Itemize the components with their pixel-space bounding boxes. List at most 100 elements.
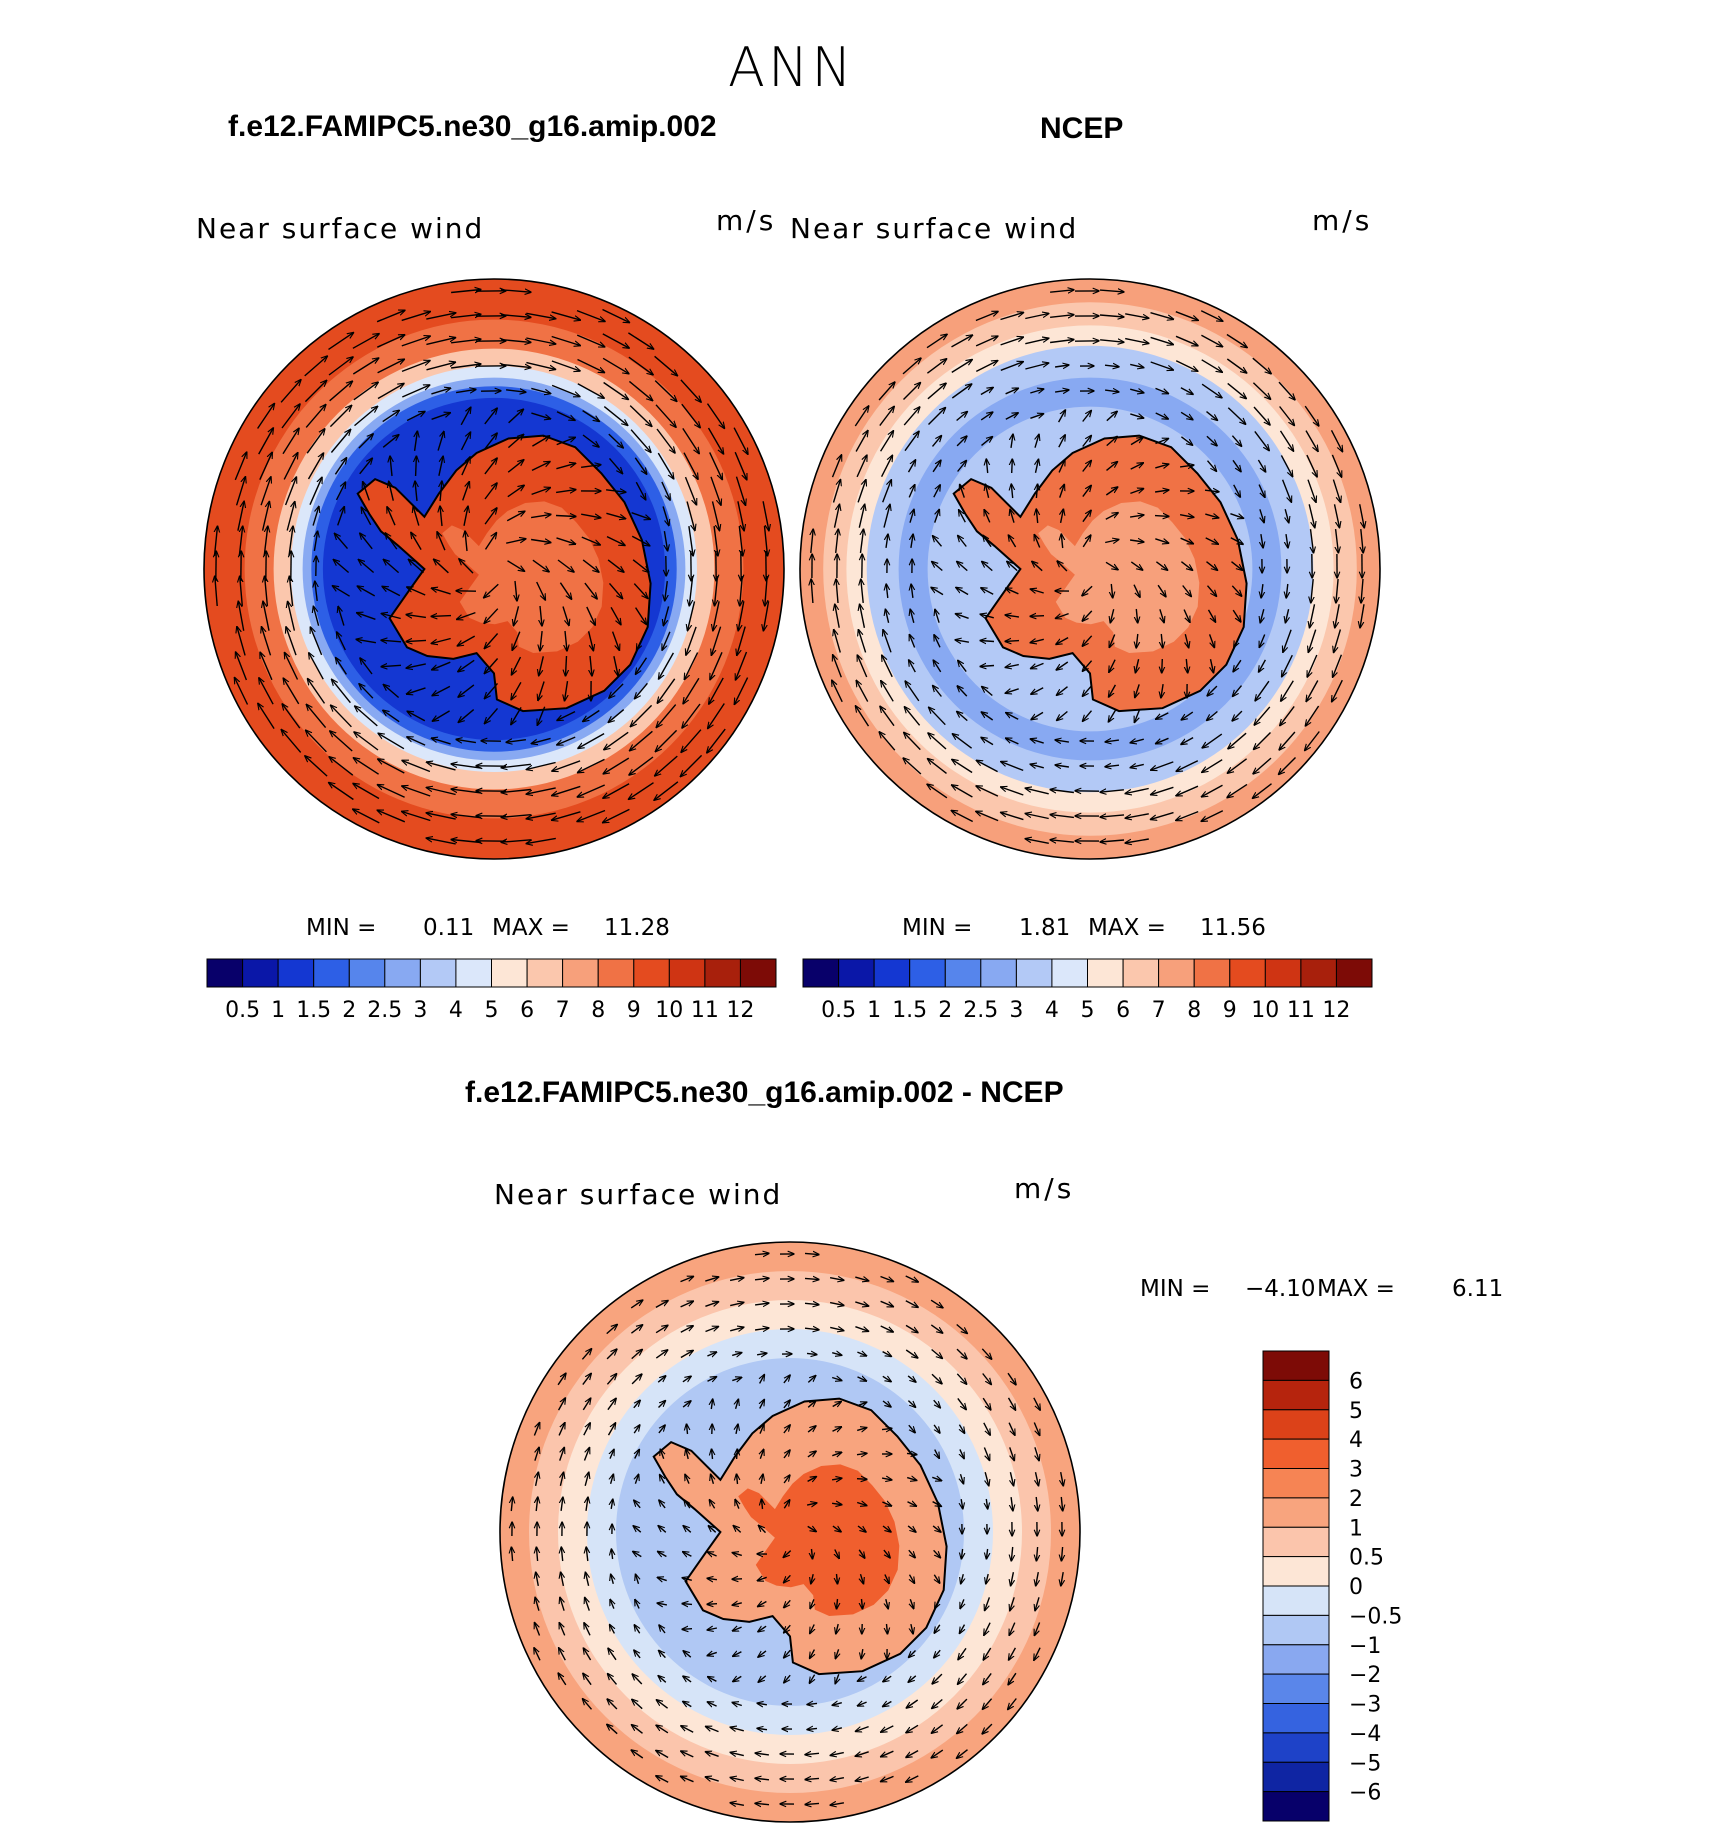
wind-arrow (577, 358, 605, 373)
wind-arrow (1311, 579, 1313, 603)
wind-arrow (903, 383, 921, 400)
wind-arrow (831, 1478, 842, 1480)
wind-arrow (935, 609, 939, 623)
wind-arrow (1055, 765, 1070, 767)
wind-arrow (407, 711, 426, 722)
wind-arrow (1105, 740, 1119, 742)
wind-arrow (658, 1676, 667, 1683)
wind-arrow (705, 1277, 718, 1281)
wind-arrow (683, 1526, 692, 1533)
wind-arrow (611, 1474, 614, 1484)
wind-arrow (1050, 290, 1074, 292)
wind-arrow (1252, 357, 1271, 374)
wind-arrow (577, 383, 604, 398)
wind-arrow (634, 1625, 639, 1634)
wind-arrow (360, 533, 373, 550)
wind-arrow (431, 388, 450, 395)
wind-arrow (1009, 1447, 1015, 1460)
wind-arrow (1233, 685, 1243, 697)
wind-arrow (1005, 388, 1019, 395)
wind-arrow (1025, 363, 1048, 370)
wind-arrow (1227, 758, 1248, 773)
wind-arrow (610, 606, 621, 624)
wind-arrow (933, 660, 942, 673)
wind-arrow (980, 666, 995, 667)
wind-arrow (961, 1473, 964, 1484)
wind-arrow (1109, 659, 1116, 673)
wind-arrow (484, 408, 497, 425)
wind-arrow (1030, 739, 1044, 743)
wind-arrow (636, 1574, 639, 1585)
wind-arrow (1176, 760, 1199, 772)
wind-arrow (1232, 609, 1241, 622)
wind-arrow (655, 729, 678, 751)
colorbar-swatch (1015, 958, 1053, 988)
wind-arrow (882, 1352, 892, 1357)
colorbar-swatch (1262, 1614, 1330, 1646)
wind-arrow (406, 663, 426, 668)
wind-arrow (1031, 687, 1044, 694)
wind-arrow (985, 1597, 991, 1610)
wind-arrow (551, 384, 580, 396)
wind-arrow (984, 1622, 991, 1636)
wind-arrow (315, 581, 317, 601)
wind-arrow (484, 458, 497, 475)
wind-arrow (556, 537, 576, 544)
wind-arrow (1106, 462, 1118, 471)
wind-arrow (512, 656, 522, 675)
wind-arrow (934, 1624, 941, 1633)
wind-arrow (984, 510, 991, 523)
wind-arrow (630, 1325, 642, 1334)
wind-arrow (582, 434, 599, 447)
wind-arrow (581, 514, 601, 518)
wind-arrow (459, 559, 474, 574)
wind-arrow (1125, 313, 1149, 318)
wind-arrow (733, 427, 748, 455)
colorbar-tick-label: 2 (1349, 1487, 1363, 1512)
wind-arrow (736, 1399, 739, 1409)
wind-arrow (760, 1449, 763, 1459)
wind-arrow (684, 652, 699, 680)
wind-arrow (783, 1425, 790, 1434)
wind-arrow (957, 1397, 966, 1409)
panel1-min-label: MIN = (306, 915, 377, 941)
wind-arrow (383, 685, 400, 699)
wind-arrow (286, 502, 295, 531)
wind-arrow (606, 1349, 617, 1360)
colorbar-tick-label: 1.5 (892, 998, 927, 1023)
wind-arrow (581, 465, 601, 468)
wind-arrow (610, 1449, 614, 1459)
wind-arrow (961, 1574, 964, 1584)
wind-arrow (862, 1598, 863, 1609)
wind-arrow (353, 784, 380, 800)
wind-arrow (975, 312, 998, 322)
wind-arrow (613, 656, 618, 676)
wind-arrow (959, 1424, 964, 1434)
colorbar-swatch (873, 958, 911, 988)
polar-map-2 (799, 278, 1381, 860)
wind-arrow (635, 1474, 638, 1484)
wind-arrow (1036, 1472, 1039, 1486)
wind-arrow (630, 730, 653, 750)
wind-arrow (1034, 1622, 1041, 1636)
wind-arrow (857, 1428, 867, 1431)
wind-arrow (707, 427, 724, 454)
wind-arrow (784, 1674, 791, 1683)
wind-arrow (1227, 382, 1247, 398)
wind-arrow (427, 762, 456, 771)
wind-arrow (933, 686, 942, 697)
wind-arrow (1334, 629, 1342, 653)
wind-arrow (634, 1650, 641, 1659)
wind-arrow (536, 581, 546, 600)
wind-arrow (1130, 764, 1144, 767)
wind-arrow (552, 785, 581, 795)
wind-arrow (556, 411, 575, 421)
wind-arrow (908, 1675, 917, 1682)
wind-arrow (560, 1472, 563, 1486)
wind-arrow (711, 501, 720, 530)
wind-arrow (986, 1548, 987, 1559)
wind-arrow (590, 655, 592, 676)
wind-arrow (660, 1475, 665, 1484)
wind-arrow (855, 431, 868, 452)
